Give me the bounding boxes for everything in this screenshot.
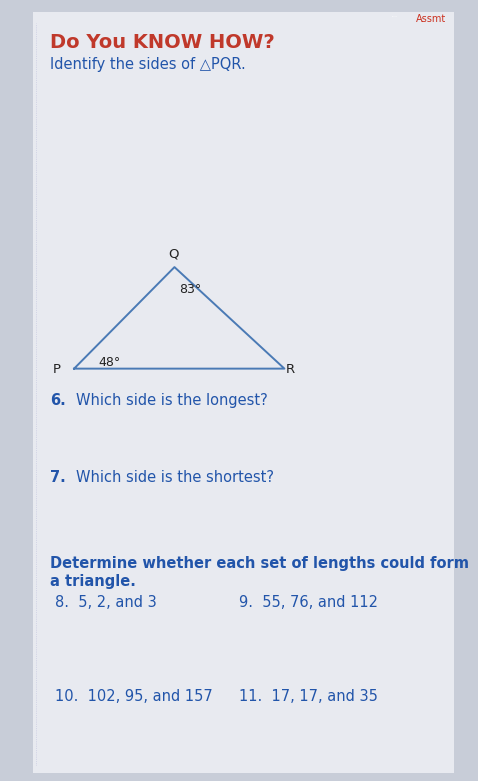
Text: a triangle.: a triangle. bbox=[50, 574, 136, 590]
Text: 48°: 48° bbox=[98, 356, 120, 369]
Text: 83°: 83° bbox=[179, 283, 202, 296]
Text: P: P bbox=[53, 363, 60, 376]
Text: Assmt: Assmt bbox=[416, 14, 446, 23]
Text: 11.  17, 17, and 35: 11. 17, 17, and 35 bbox=[239, 689, 378, 704]
Text: 10.  102, 95, and 157: 10. 102, 95, and 157 bbox=[55, 689, 213, 704]
Text: 8.  5, 2, and 3: 8. 5, 2, and 3 bbox=[55, 595, 157, 611]
Text: 7.: 7. bbox=[50, 470, 66, 486]
Text: 9.  55, 76, and 112: 9. 55, 76, and 112 bbox=[239, 595, 378, 611]
Text: Q: Q bbox=[168, 247, 179, 260]
FancyBboxPatch shape bbox=[33, 12, 454, 773]
Text: Determine whether each set of lengths could form: Determine whether each set of lengths co… bbox=[50, 556, 469, 572]
Text: Which side is the shortest?: Which side is the shortest? bbox=[76, 470, 274, 486]
Text: Identify the sides of △PQR.: Identify the sides of △PQR. bbox=[50, 56, 246, 72]
Text: Which side is the longest?: Which side is the longest? bbox=[76, 393, 268, 408]
Text: #cc3322: #cc3322 bbox=[392, 16, 398, 17]
Text: R: R bbox=[286, 363, 295, 376]
Text: Do You KNOW HOW?: Do You KNOW HOW? bbox=[50, 34, 275, 52]
Text: 6.: 6. bbox=[50, 393, 66, 408]
